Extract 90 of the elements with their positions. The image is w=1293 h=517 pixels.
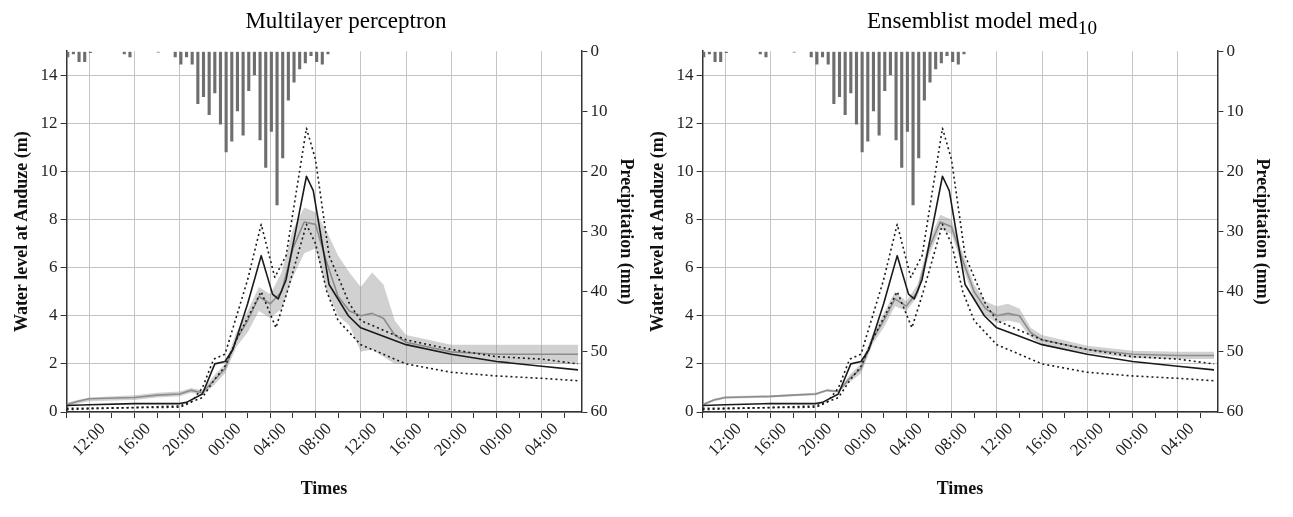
bar	[286, 51, 290, 101]
bar	[917, 51, 921, 159]
y2-axis-title: Precipitation (mm)	[615, 158, 637, 305]
bar	[303, 51, 307, 64]
bar	[849, 51, 853, 94]
bar	[315, 51, 319, 63]
bar	[269, 51, 273, 132]
bar	[888, 51, 892, 76]
bar	[218, 51, 223, 125]
y-tick-label: 0	[49, 401, 58, 421]
bar	[854, 51, 859, 125]
y-tick-label: 2	[49, 353, 58, 373]
y-tick-label: 2	[685, 353, 694, 373]
bar	[962, 51, 966, 55]
y-tick-label: 8	[685, 209, 694, 229]
bar	[866, 51, 870, 142]
y-tick-label: 8	[49, 209, 58, 229]
bar	[292, 51, 296, 83]
bar	[230, 51, 234, 142]
bar	[905, 51, 909, 132]
bar	[883, 51, 887, 91]
bar	[224, 51, 228, 153]
bar	[213, 51, 217, 94]
y2-tick-label: 50	[1226, 341, 1244, 361]
y-axis-title: Water level at Anduze (m)	[11, 131, 33, 332]
bar	[894, 51, 898, 141]
bar	[207, 51, 211, 115]
bar	[320, 51, 324, 65]
bar	[281, 51, 285, 159]
bar	[298, 51, 302, 70]
y-tick-label: 0	[685, 401, 694, 421]
y-tick-label: 4	[49, 305, 59, 325]
y-tick-label: 6	[685, 257, 694, 277]
y2-tick-label: 10	[1226, 100, 1244, 120]
chart-title: Ensemblist model med$_{10}$	[866, 8, 1098, 38]
bar	[951, 51, 955, 63]
bar	[928, 51, 932, 83]
y2-tick-label: 50	[590, 341, 608, 361]
y2-tick-label: 40	[590, 281, 608, 301]
bar	[264, 51, 268, 168]
y-tick-label: 12	[40, 112, 58, 132]
bar	[258, 51, 262, 141]
y-axis-title: Water level at Anduze (m)	[647, 131, 669, 332]
bar	[871, 51, 875, 112]
y-tick-label: 12	[676, 112, 694, 132]
bar	[877, 51, 881, 136]
bar	[247, 51, 251, 91]
bar	[252, 51, 256, 76]
bar	[190, 51, 194, 65]
bar	[922, 51, 926, 101]
y-tick-label: 6	[49, 257, 58, 277]
bar	[235, 51, 239, 112]
bar	[826, 51, 830, 65]
y2-tick-label: 0	[1226, 40, 1235, 60]
bar	[832, 51, 836, 105]
y2-axis-title: Precipitation (mm)	[1251, 158, 1273, 305]
y2-tick-label: 30	[590, 221, 608, 241]
bar	[241, 51, 245, 136]
y-tick-label: 10	[676, 160, 694, 180]
y2-tick-label: 0	[590, 40, 599, 60]
y2-tick-label: 40	[1226, 281, 1244, 301]
y-tick-label: 10	[40, 160, 58, 180]
bar	[815, 51, 819, 65]
y2-tick-label: 30	[1226, 221, 1244, 241]
y-tick-label: 4	[685, 305, 695, 325]
y2-tick-label: 20	[590, 160, 608, 180]
x-axis-title: Times	[936, 477, 984, 498]
bar	[900, 51, 904, 168]
bar	[945, 51, 949, 57]
bar	[309, 51, 313, 57]
bar	[911, 51, 915, 206]
y2-tick-label: 60	[1226, 401, 1244, 421]
bar	[956, 51, 960, 65]
chart-title: Multilayer perceptron	[244, 8, 448, 35]
y-tick-label: 14	[40, 64, 59, 84]
bar	[843, 51, 847, 115]
bar	[196, 51, 200, 105]
bar	[275, 51, 279, 206]
y2-tick-label: 60	[590, 401, 608, 421]
bar	[939, 51, 943, 64]
bar	[179, 51, 183, 65]
bar	[201, 51, 206, 97]
y2-tick-label: 20	[1226, 160, 1244, 180]
bar	[837, 51, 842, 97]
bar	[860, 51, 864, 153]
x-axis-title: Times	[300, 477, 348, 498]
y2-tick-label: 10	[590, 100, 608, 120]
bar	[326, 51, 330, 55]
bar	[934, 51, 938, 70]
y-tick-label: 14	[676, 64, 695, 84]
